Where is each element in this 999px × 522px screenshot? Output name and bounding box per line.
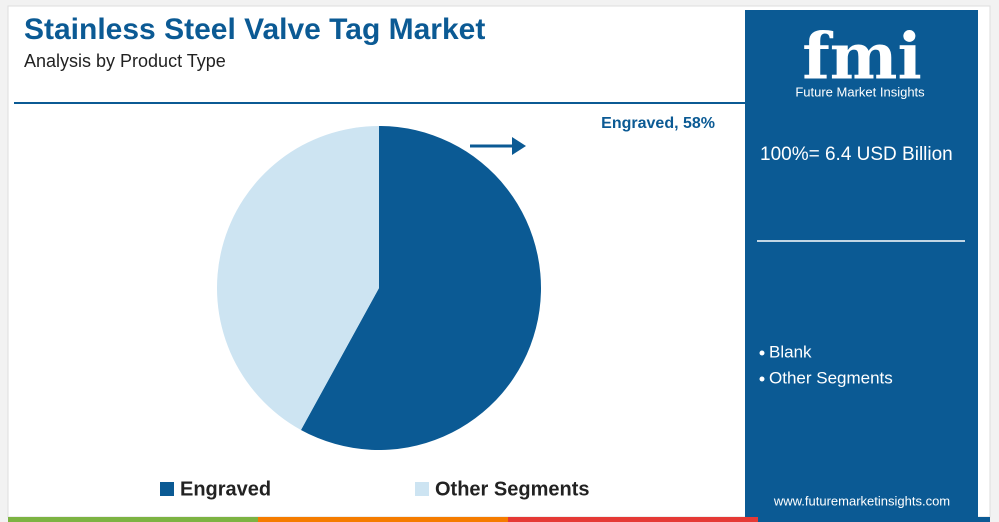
strip: [8, 517, 258, 522]
data-label: Engraved, 58%: [601, 115, 715, 132]
legend-label: Other Segments: [435, 478, 589, 500]
chart-title: Stainless Steel Valve Tag Market: [24, 13, 485, 46]
logo: fmi: [802, 20, 922, 95]
pie-slice: [300, 126, 541, 450]
arrow-head: [512, 137, 526, 155]
side-panel: [745, 10, 978, 517]
legend-swatch: [160, 482, 174, 496]
chart-subtitle: Analysis by Product Type: [24, 51, 226, 71]
legend-swatch: [415, 482, 429, 496]
pie-slice: [217, 126, 379, 430]
legend-label: Engraved: [180, 478, 271, 500]
side-item: Other Segments: [769, 368, 893, 387]
strip: [508, 517, 758, 522]
website: www.futuremarketinsights.com: [773, 493, 950, 508]
brand: Future Market Insights: [795, 84, 925, 99]
bullet: [759, 350, 765, 356]
strip: [758, 517, 990, 522]
total-label: 100%= 6.4 USD Billion: [760, 144, 953, 165]
bullet: [759, 376, 765, 382]
strip: [258, 517, 508, 522]
side-item: Blank: [769, 342, 812, 361]
